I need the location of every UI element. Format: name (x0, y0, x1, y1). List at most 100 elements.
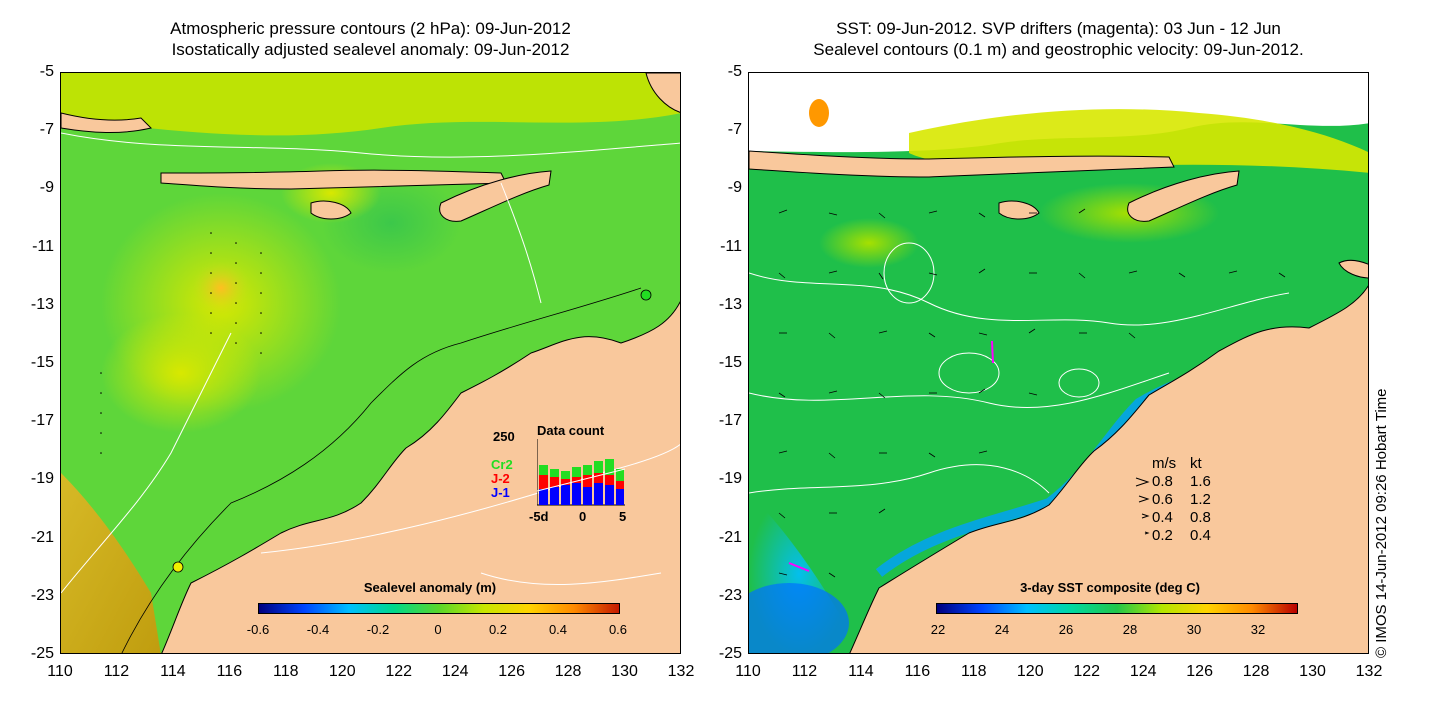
left-x-tick: 118 (273, 663, 299, 680)
left-colorbar-tick: 0 (434, 622, 442, 637)
left-orange-patch (191, 260, 251, 316)
right-sealevel-contour (749, 272, 1290, 326)
left-y-tick: -25 (30, 645, 54, 662)
credit-text: © IMOS 14-Jun-2012 09:26 Hobart Time (1373, 388, 1390, 658)
right-colorbar-tick: 24 (994, 622, 1010, 637)
right-x-tick: 130 (1299, 663, 1326, 680)
left-x-tick: 122 (385, 663, 413, 680)
right-warm-patch (819, 218, 919, 268)
right-colorbar-title: 3-day SST composite (deg C) (1020, 580, 1200, 595)
inset-xtick-start: -5d (529, 509, 549, 524)
left-y-tick: -19 (30, 470, 54, 488)
velocity-legend-header-kt: kt (1190, 455, 1202, 472)
right-colorbar-tick: 22 (930, 622, 946, 637)
right-y-tick: -7 (727, 121, 742, 139)
velocity-legend-header-ms: m/s (1152, 455, 1177, 472)
left-x-tick: 128 (554, 663, 582, 680)
right-y-tick: -9 (727, 179, 742, 197)
left-x-tick: 126 (498, 663, 525, 680)
right-title-line2: Sealevel contours (0.1 m) and geostrophi… (813, 40, 1304, 59)
right-x-tick: 120 (1016, 663, 1044, 680)
right-cold-eddy (749, 583, 849, 653)
left-x-tick: 116 (216, 663, 243, 680)
left-sumba (310, 200, 352, 220)
right-colorbar-tick: 30 (1186, 622, 1202, 637)
left-colorbar-title: Sealevel anomaly (m) (363, 580, 497, 595)
right-svp-drifter-track (788, 562, 810, 572)
velocity-legend: m/s kt 0.8 1.6 0.6 1.2 0.4 0.8 0.2 0.4 (1132, 456, 1242, 546)
left-y-tick: -15 (30, 354, 54, 371)
right-colorbar-tick: 28 (1122, 622, 1138, 637)
velocity-legend-ms-0: 0.8 (1152, 473, 1173, 490)
left-x-tick: 124 (441, 663, 469, 680)
left-colorbar-tick: 0.2 (488, 622, 508, 637)
right-x-tick: 118 (961, 663, 987, 680)
left-title-line1: Atmospheric pressure contours (2 hPa): 0… (170, 19, 571, 38)
right-australia-land (849, 285, 1368, 653)
left-north-yellow-zone (61, 73, 680, 136)
left-y-tick: -11 (32, 237, 54, 255)
left-y-tick: -21 (30, 528, 54, 546)
data-count-inset: Data count 250 Cr2 J-2 J-1 -5d 0 5 (491, 423, 641, 533)
left-pressure-contour (480, 572, 662, 586)
left-x-tick: 132 (667, 663, 695, 680)
right-x-tick: 128 (1242, 663, 1270, 680)
right-warm-spot (809, 99, 829, 127)
velocity-legend-kt-1: 1.2 (1190, 491, 1211, 508)
left-map[interactable]: Data count 250 Cr2 J-2 J-1 -5d 0 5 (60, 72, 681, 654)
right-svp-drifter-track (991, 340, 994, 364)
left-colorbar-tick: 0.4 (548, 622, 568, 637)
left-x-tick: 130 (611, 663, 638, 680)
right-y-tick: -13 (718, 295, 742, 313)
left-island-ne (645, 73, 680, 113)
right-colorbar-tick: 32 (1250, 622, 1266, 637)
inset-ymax: 250 (493, 429, 515, 444)
right-y-tick: -17 (718, 412, 742, 430)
right-y-tick: -25 (718, 645, 742, 662)
right-y-tick: -23 (718, 586, 742, 604)
right-eddy-contour (938, 352, 1000, 394)
right-sumba (998, 200, 1040, 220)
velocity-legend-kt-0: 1.6 (1190, 473, 1211, 490)
left-map-canvas (61, 73, 680, 653)
right-map[interactable]: m/s kt 0.8 1.6 0.6 1.2 0.4 0.8 0.2 0.4 (748, 72, 1369, 654)
right-x-tick: 116 (904, 663, 931, 680)
left-colorbar-tick: 0.6 (608, 622, 628, 637)
right-velocity-arrows (778, 208, 1286, 578)
right-y-tick: -15 (718, 354, 742, 371)
left-southwest-orange (61, 473, 161, 653)
left-colorbar-tick: -0.2 (366, 622, 390, 637)
right-y-tick: -21 (718, 528, 742, 546)
left-y-tick: -5 (39, 63, 54, 80)
inset-xtick-end: 5 (619, 509, 627, 524)
left-x-tick: 110 (47, 663, 73, 680)
left-x-tick: 114 (160, 663, 186, 680)
right-colorbar (936, 603, 1298, 614)
right-panel-title: SST: 09-Jun-2012. SVP drifters (magenta)… (748, 18, 1369, 60)
right-eddy-contour (883, 242, 935, 304)
right-map-canvas (749, 73, 1368, 653)
right-timor (1127, 170, 1240, 222)
left-pressure-contour (500, 182, 542, 304)
right-sealevel-contour (749, 372, 1170, 409)
right-x-tick: 122 (1073, 663, 1101, 680)
velocity-legend-ms-1: 0.6 (1152, 491, 1173, 508)
right-y-tick: -19 (718, 470, 742, 488)
left-colorbar (258, 603, 620, 614)
left-australia-land (161, 300, 680, 653)
left-site-marker[interactable] (640, 289, 652, 301)
left-colorbar-tick: -0.4 (306, 622, 330, 637)
right-x-tick: 132 (1355, 663, 1383, 680)
left-site-marker[interactable] (172, 561, 184, 573)
inset-series-cr2: Cr2 (491, 457, 513, 472)
left-y-tick: -23 (30, 586, 54, 604)
right-x-tick: 112 (791, 663, 818, 680)
right-sealevel-contour (749, 464, 1050, 494)
left-y-tick: -7 (39, 121, 54, 139)
left-island-west (61, 112, 152, 133)
inset-bars (537, 439, 626, 506)
right-x-tick: 126 (1186, 663, 1213, 680)
left-y-tick: -17 (30, 412, 54, 430)
right-y-tick: -5 (727, 63, 742, 80)
inset-series-j1: J-1 (491, 485, 510, 500)
